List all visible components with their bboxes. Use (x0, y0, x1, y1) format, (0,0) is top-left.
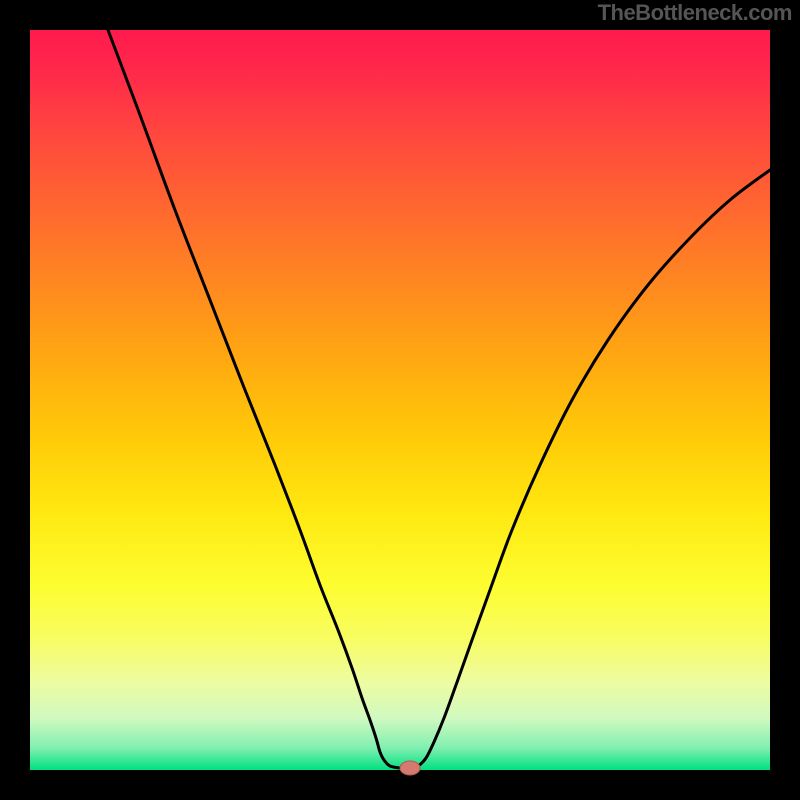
bottleneck-chart (0, 0, 800, 800)
watermark-text: TheBottleneck.com (598, 0, 792, 26)
optimal-marker (400, 761, 420, 775)
plot-background (30, 30, 770, 770)
chart-container: TheBottleneck.com (0, 0, 800, 800)
